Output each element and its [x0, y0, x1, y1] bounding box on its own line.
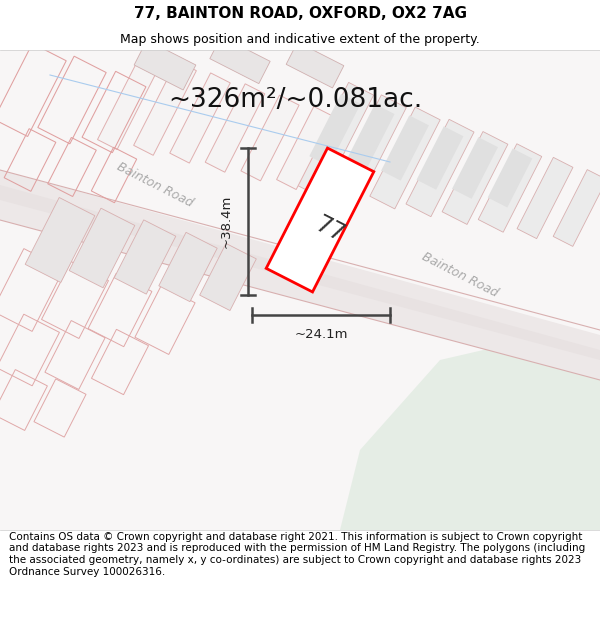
- Polygon shape: [170, 73, 230, 163]
- Polygon shape: [205, 84, 265, 172]
- Text: Contains OS data © Crown copyright and database right 2021. This information is : Contains OS data © Crown copyright and d…: [9, 532, 585, 577]
- Polygon shape: [381, 116, 429, 181]
- Polygon shape: [488, 149, 532, 208]
- Polygon shape: [134, 61, 196, 156]
- Polygon shape: [442, 131, 508, 224]
- Polygon shape: [553, 169, 600, 246]
- Polygon shape: [0, 170, 600, 380]
- Text: Bainton Road: Bainton Road: [420, 250, 500, 300]
- Text: ~24.1m: ~24.1m: [294, 329, 348, 341]
- Polygon shape: [478, 144, 542, 232]
- Polygon shape: [210, 36, 270, 84]
- Text: Bainton Roa⁠d: Bainton Roa⁠d: [115, 160, 195, 210]
- Polygon shape: [517, 158, 573, 239]
- Polygon shape: [69, 208, 135, 288]
- Text: ~38.4m: ~38.4m: [220, 195, 233, 248]
- Polygon shape: [159, 232, 217, 302]
- Polygon shape: [25, 198, 95, 282]
- Polygon shape: [286, 42, 344, 88]
- Polygon shape: [277, 106, 334, 189]
- Polygon shape: [200, 244, 256, 311]
- Polygon shape: [340, 330, 600, 530]
- Polygon shape: [114, 220, 176, 294]
- Polygon shape: [266, 148, 374, 292]
- Polygon shape: [406, 119, 474, 217]
- Polygon shape: [97, 51, 163, 149]
- Polygon shape: [296, 82, 374, 198]
- Polygon shape: [416, 126, 463, 190]
- Polygon shape: [134, 40, 196, 90]
- Polygon shape: [0, 185, 600, 360]
- Polygon shape: [452, 137, 498, 199]
- Polygon shape: [310, 94, 361, 166]
- Polygon shape: [346, 104, 395, 172]
- Text: 77: 77: [311, 213, 349, 248]
- Text: Map shows position and indicative extent of the property.: Map shows position and indicative extent…: [120, 32, 480, 46]
- Polygon shape: [370, 107, 440, 209]
- Text: ~326m²/~0.081ac.: ~326m²/~0.081ac.: [168, 87, 422, 113]
- Polygon shape: [334, 95, 406, 201]
- Text: 77, BAINTON ROAD, OXFORD, OX2 7AG: 77, BAINTON ROAD, OXFORD, OX2 7AG: [133, 6, 467, 21]
- Polygon shape: [241, 95, 299, 181]
